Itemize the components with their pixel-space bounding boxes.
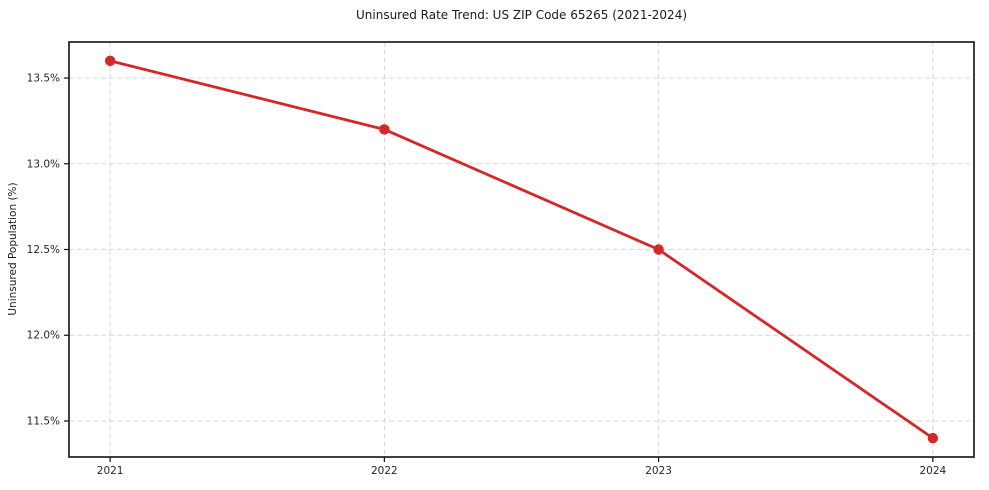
- y-tick-label: 12.0%: [27, 330, 60, 342]
- x-tick-label: 2023: [645, 465, 672, 477]
- trend-line: [108, 59, 935, 440]
- plot-border: [68, 41, 975, 458]
- y-tick-label: 12.5%: [27, 244, 60, 256]
- data-point-marker: [379, 124, 390, 135]
- x-tick-label: 2021: [97, 465, 124, 477]
- data-point-marker: [653, 244, 664, 255]
- data-point-marker: [104, 55, 116, 67]
- x-tick-label: 2024: [919, 465, 946, 477]
- data-point-marker: [927, 432, 939, 444]
- x-tick-label: 2022: [371, 465, 398, 477]
- y-tick-label: 11.5%: [27, 415, 60, 427]
- y-axis-label: Uninsured Population (%): [7, 182, 19, 316]
- y-tick-label: 13.5%: [27, 73, 60, 85]
- y-tick-label: 13.0%: [27, 158, 60, 170]
- chart-title: Uninsured Rate Trend: US ZIP Code 65265 …: [355, 8, 688, 22]
